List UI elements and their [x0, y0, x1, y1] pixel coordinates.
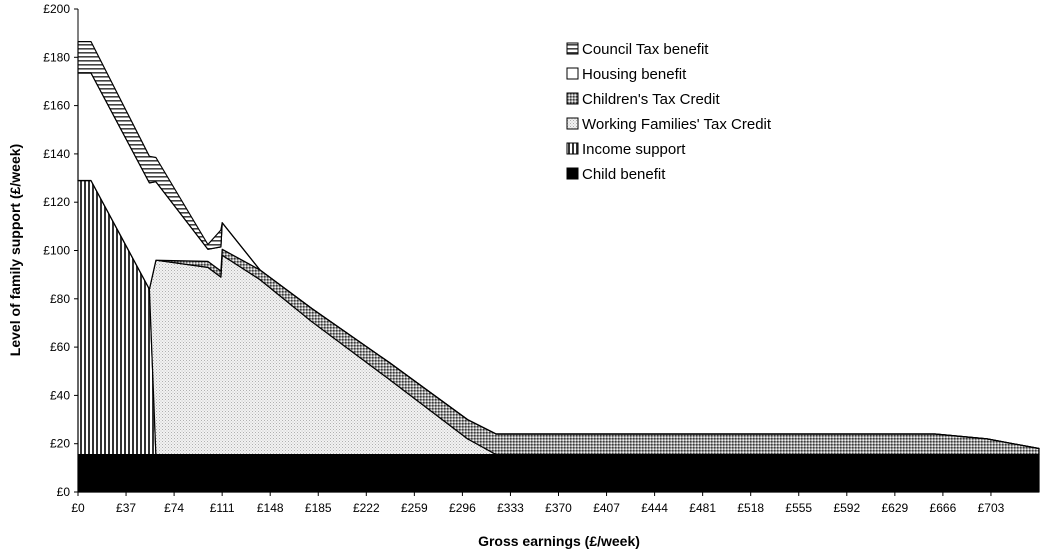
y-tick-label: £80: [50, 292, 70, 306]
legend-swatch-housing-benefit: [566, 67, 579, 80]
x-tick-label: £666: [930, 501, 957, 515]
y-tick-label: £200: [43, 2, 70, 16]
x-tick-label: £703: [978, 501, 1005, 515]
x-tick-label: £222: [353, 501, 380, 515]
legend-swatch-children-s-tax-credit: [566, 92, 579, 105]
legend-label-income-support: Income support: [582, 141, 686, 158]
x-tick-label: £629: [881, 501, 908, 515]
y-tick-label: £0: [57, 485, 71, 499]
x-tick-label: £518: [737, 501, 764, 515]
x-tick-label: £407: [593, 501, 620, 515]
x-axis-title: Gross earnings (£/week): [478, 533, 640, 549]
legend-swatch-child-benefit: [566, 167, 579, 180]
x-tick-label: £333: [497, 501, 524, 515]
x-tick-label: £296: [449, 501, 476, 515]
y-axis-ticks: £0 £20 £40 £60 £80 £100 £120 £140 £160 £180 £200: [43, 2, 78, 499]
legend: Council Tax benefit Housing benefit Childr…: [566, 41, 772, 183]
y-tick-label: £100: [43, 244, 70, 258]
y-axis-title: Level of family support (£/week): [7, 144, 23, 356]
legend-label-council-tax-benefit: Council Tax benefit: [582, 41, 709, 58]
x-tick-label: £444: [641, 501, 668, 515]
legend-swatch-income-support: [566, 142, 579, 155]
x-tick-label: £592: [833, 501, 860, 515]
x-tick-label: £148: [257, 501, 284, 515]
y-tick-label: £140: [43, 147, 70, 161]
x-tick-label: £370: [545, 501, 572, 515]
x-tick-label: £37: [116, 501, 136, 515]
legend-label-housing-benefit: Housing benefit: [582, 66, 687, 83]
y-tick-label: £20: [50, 437, 70, 451]
x-tick-label: £481: [689, 501, 716, 515]
x-tick-label: £0: [71, 501, 85, 515]
legend-swatch-working-families-tax-credit: [566, 117, 579, 130]
series-area-working-families-tax-credit: [77, 179, 1040, 456]
series-area-group: [77, 40, 1040, 493]
x-axis-ticks: £0 £37 £74 £111 £148 £185 £222 £259 £296 £333 £370…: [71, 492, 1005, 515]
series-area-child-benefit: [77, 454, 1040, 493]
y-tick-label: £120: [43, 195, 70, 209]
legend-label-child-benefit: Child benefit: [582, 166, 666, 183]
series-area-council-tax-benefit: [77, 40, 1040, 450]
legend-swatch-council-tax-benefit: [566, 42, 579, 55]
y-tick-label: £180: [43, 50, 70, 64]
x-tick-label: £111: [210, 501, 235, 515]
legend-label-working-families-tax-credit: Working Families' Tax Credit: [582, 116, 772, 133]
x-tick-label: £74: [164, 501, 184, 515]
x-tick-label: £259: [401, 501, 428, 515]
y-tick-label: £160: [43, 99, 70, 113]
x-tick-label: £555: [785, 501, 812, 515]
legend-label-children-s-tax-credit: Children's Tax Credit: [582, 91, 720, 108]
x-tick-label: £185: [305, 501, 332, 515]
y-tick-label: £40: [50, 388, 70, 402]
y-tick-label: £60: [50, 340, 70, 354]
